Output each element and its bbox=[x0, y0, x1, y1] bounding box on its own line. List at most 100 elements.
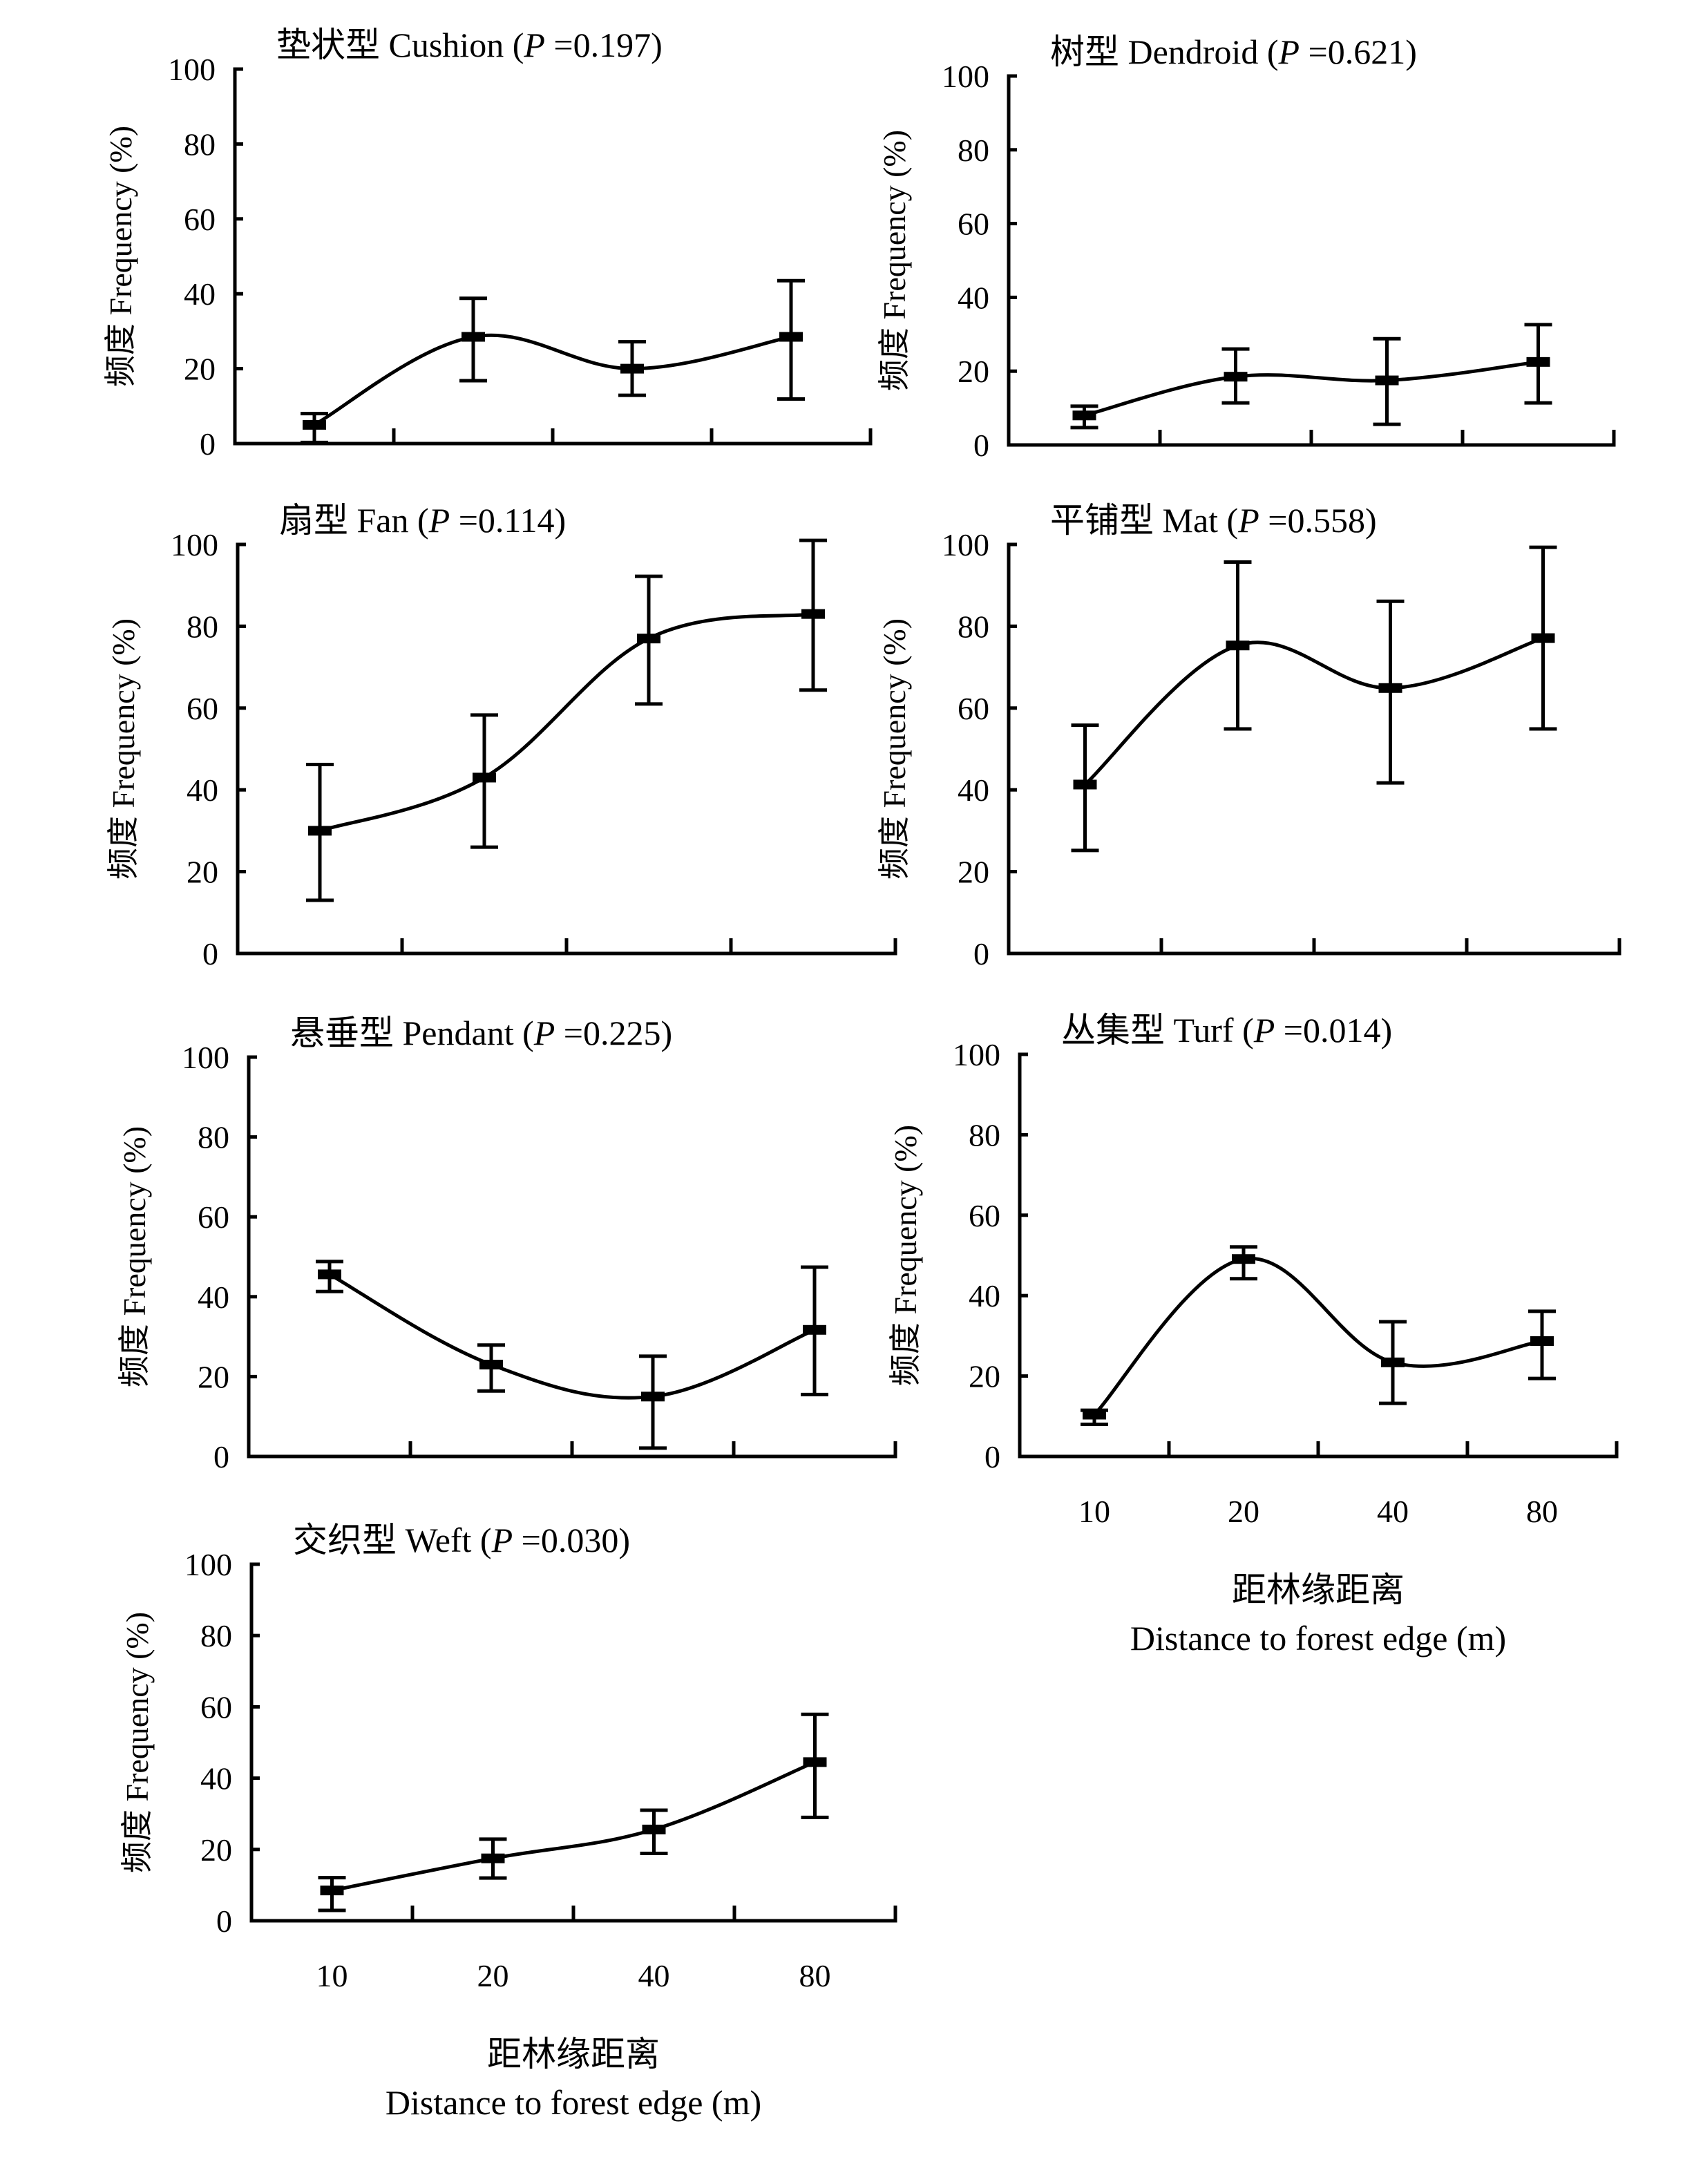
y-tick-label: 40 bbox=[969, 1278, 1000, 1313]
y-tick-label: 100 bbox=[171, 527, 218, 562]
panel-title: 丛集型 Turf (P =0.014) bbox=[1061, 1011, 1392, 1050]
panel-title: 树型 Dendroid (P =0.621) bbox=[1050, 32, 1417, 71]
y-tick-label: 40 bbox=[187, 772, 218, 808]
data-point bbox=[481, 1853, 505, 1863]
x-tick-label: 40 bbox=[638, 1958, 670, 1993]
y-axis-label: 频度 Frequency (%) bbox=[120, 1612, 155, 1873]
panel-turf: 0 20 40 60 80 100 频度 Frequency (%) 丛集型 Turf (P … bbox=[888, 1011, 1619, 1658]
panel-dendroid: 0 20 40 60 80 100 频度 Frequency (%) 树型 Dendroid … bbox=[877, 32, 1616, 463]
data-point bbox=[303, 419, 326, 430]
y-tick-label: 0 bbox=[200, 426, 216, 462]
y-tick-label: 0 bbox=[973, 428, 989, 463]
y-axis-label: 频度 Frequency (%) bbox=[117, 1126, 152, 1387]
series-line bbox=[1083, 360, 1539, 417]
panel-title: 交织型 Weft (P =0.030) bbox=[293, 1521, 630, 1559]
p-value: =0.014) bbox=[1275, 1011, 1392, 1050]
series-line bbox=[328, 1273, 815, 1400]
y-tick-label: 100 bbox=[184, 1547, 232, 1582]
series-line bbox=[332, 1760, 816, 1892]
p-label: P bbox=[1253, 1011, 1275, 1050]
panel-mat: 0 20 40 60 80 100 频度 Frequency (%) 平铺型 Mat (P =… bbox=[877, 501, 1621, 971]
p-label: P bbox=[428, 501, 450, 540]
data-point bbox=[1375, 375, 1399, 386]
data-point bbox=[473, 772, 496, 783]
y-tick-label: 80 bbox=[958, 133, 989, 168]
y-tick-label: 100 bbox=[168, 52, 216, 87]
data-point bbox=[801, 609, 825, 619]
data-point bbox=[1224, 372, 1248, 382]
y-tick-label: 100 bbox=[942, 527, 989, 562]
y-tick-label: 60 bbox=[200, 1689, 232, 1725]
panel-title-text: 丛集型 Turf ( bbox=[1061, 1011, 1254, 1050]
y-tick-label: 20 bbox=[969, 1359, 1000, 1394]
y-axis-label: 频度 Frequency (%) bbox=[877, 618, 912, 880]
y-tick-label: 80 bbox=[187, 609, 218, 644]
data-point bbox=[803, 1757, 827, 1767]
p-value: =0.114) bbox=[450, 501, 566, 540]
data-point bbox=[620, 363, 644, 374]
y-tick-label: 0 bbox=[216, 1903, 232, 1939]
y-axis-label: 频度 Frequency (%) bbox=[877, 130, 912, 391]
y-tick-label: 80 bbox=[184, 126, 216, 162]
x-tick-label: 10 bbox=[316, 1958, 348, 1993]
panel-cushion: 0 20 40 60 80 100 频度 Frequency (%) 垫状型 Cushion … bbox=[103, 26, 873, 462]
y-tick-label: 40 bbox=[958, 772, 989, 808]
data-point bbox=[803, 1324, 826, 1335]
p-label: P bbox=[523, 26, 545, 64]
data-point bbox=[1526, 357, 1550, 367]
y-tick-label: 20 bbox=[198, 1359, 229, 1394]
data-point bbox=[320, 1886, 344, 1896]
y-tick-label: 0 bbox=[973, 936, 989, 971]
y-tick-label: 60 bbox=[187, 691, 218, 726]
y-tick-label: 100 bbox=[953, 1037, 1000, 1072]
p-value: =0.030) bbox=[513, 1521, 630, 1559]
data-point bbox=[462, 332, 485, 342]
panel-title-text: 悬垂型 Pendant ( bbox=[290, 1014, 534, 1052]
panel-title: 平铺型 Mat (P =0.558) bbox=[1050, 501, 1377, 540]
data-point bbox=[318, 1269, 341, 1280]
p-value: =0.558) bbox=[1259, 501, 1377, 540]
y-tick-label: 40 bbox=[958, 280, 989, 315]
y-tick-label: 80 bbox=[200, 1618, 232, 1653]
series-line bbox=[1083, 636, 1544, 786]
y-tick-label: 20 bbox=[958, 855, 989, 890]
x-tick-label: 20 bbox=[1228, 1494, 1259, 1529]
y-tick-label: 60 bbox=[198, 1199, 229, 1235]
p-label: P bbox=[1237, 501, 1259, 540]
data-point bbox=[642, 1824, 666, 1834]
x-tick-label: 20 bbox=[477, 1958, 509, 1993]
panel-title-text: 树型 Dendroid ( bbox=[1050, 32, 1279, 71]
y-tick-label: 60 bbox=[184, 202, 216, 237]
x-tick-label: 10 bbox=[1078, 1494, 1110, 1529]
data-point bbox=[1378, 683, 1402, 693]
y-axis-label: 频度 Frequency (%) bbox=[106, 618, 141, 880]
p-label: P bbox=[491, 1521, 513, 1559]
data-point bbox=[1232, 1254, 1255, 1264]
data-point bbox=[641, 1392, 665, 1402]
y-tick-label: 60 bbox=[969, 1198, 1000, 1233]
x-axis-title-cn: 距林缘距离 bbox=[1232, 1570, 1405, 1609]
data-point bbox=[1072, 410, 1096, 421]
x-axis-title: Distance to forest edge (m) bbox=[1130, 1619, 1506, 1658]
x-tick-label: 40 bbox=[1377, 1494, 1409, 1529]
p-value: =0.621) bbox=[1300, 32, 1417, 71]
p-value: =0.225) bbox=[555, 1014, 672, 1052]
y-tick-label: 20 bbox=[200, 1832, 232, 1868]
y-tick-label: 0 bbox=[984, 1439, 1000, 1474]
data-point bbox=[1226, 640, 1250, 651]
panel-title-text: 交织型 Weft ( bbox=[293, 1521, 492, 1559]
x-tick-label: 80 bbox=[799, 1958, 831, 1993]
y-tick-label: 0 bbox=[213, 1439, 229, 1474]
y-tick-label: 80 bbox=[969, 1117, 1000, 1152]
data-point bbox=[308, 826, 332, 836]
data-point bbox=[1083, 1409, 1106, 1420]
y-axis-label: 频度 Frequency (%) bbox=[888, 1125, 923, 1386]
y-tick-label: 80 bbox=[958, 609, 989, 644]
data-point bbox=[479, 1360, 503, 1370]
x-axis-title-cn: 距林缘距离 bbox=[487, 2035, 660, 2073]
y-axis-label: 频度 Frequency (%) bbox=[103, 126, 138, 387]
data-point bbox=[779, 332, 803, 342]
data-point bbox=[1073, 779, 1097, 790]
series-line bbox=[319, 612, 814, 833]
